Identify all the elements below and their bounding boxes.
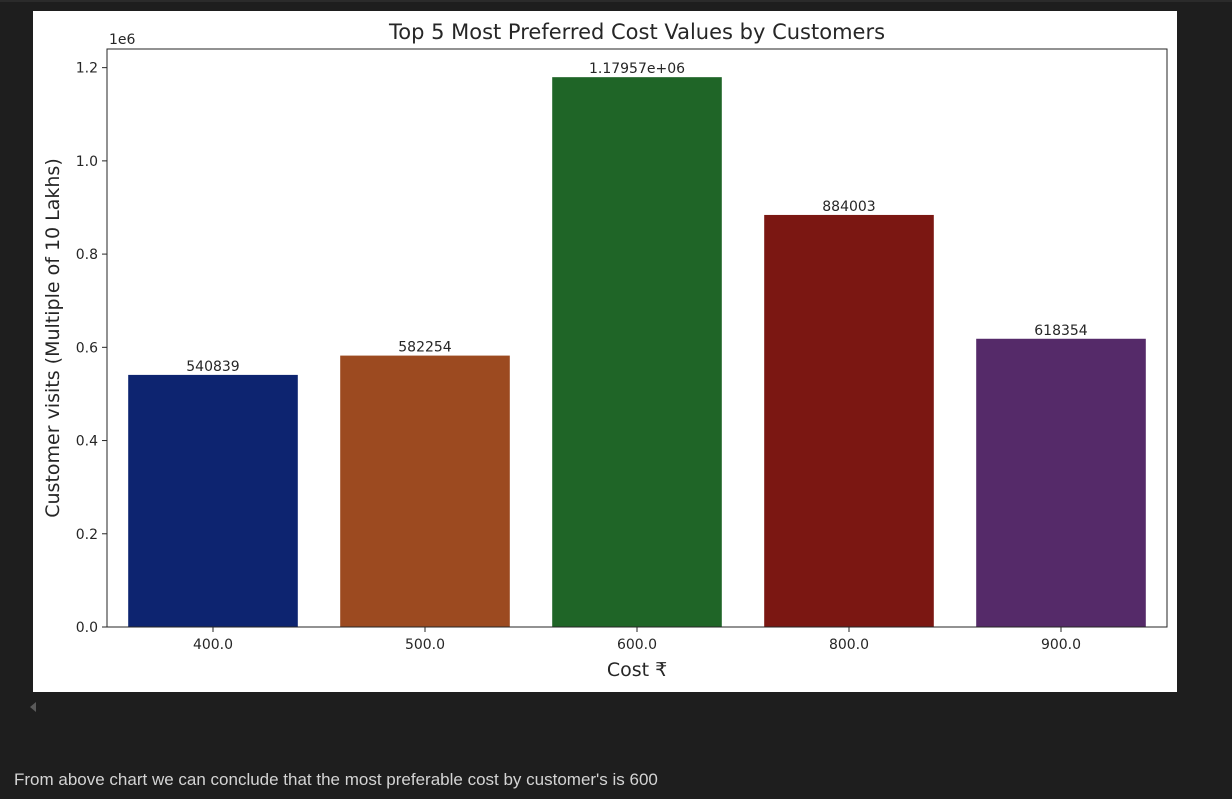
y-axis-title: Customer visits (Multiple of 10 Lakhs) bbox=[42, 158, 64, 518]
top-divider bbox=[0, 0, 1232, 2]
y-tick-label: 0.6 bbox=[76, 340, 98, 356]
data-label-500.0: 582254 bbox=[398, 340, 452, 356]
data-label-900.0: 618354 bbox=[1034, 323, 1088, 339]
y-tick-label: 0.0 bbox=[76, 620, 98, 636]
data-label-600.0: 1.17957e+06 bbox=[589, 61, 685, 77]
scroll-left-arrow-icon[interactable] bbox=[30, 702, 36, 712]
data-label-800.0: 884003 bbox=[822, 199, 875, 215]
y-axis: 0.0 0.2 0.4 0.6 0.8 1.0 1.2 bbox=[76, 61, 107, 636]
chart-title: Top 5 Most Preferred Cost Values by Cust… bbox=[388, 20, 885, 44]
bar-400.0 bbox=[128, 374, 298, 627]
bar-900.0 bbox=[976, 338, 1146, 627]
bars-layer bbox=[128, 77, 1146, 628]
bar-800.0 bbox=[764, 214, 934, 627]
chart-figure: 540839 582254 1.17957e+06 884003 618354 0.0 0… bbox=[33, 11, 1177, 692]
x-tick-label: 900.0 bbox=[1041, 637, 1081, 653]
x-tick-label: 500.0 bbox=[405, 637, 445, 653]
x-tick-label: 600.0 bbox=[617, 637, 657, 653]
data-labels-layer: 540839 582254 1.17957e+06 884003 618354 bbox=[186, 61, 1088, 375]
y-axis-offset-label: 1e6 bbox=[109, 32, 136, 48]
y-tick-label: 0.2 bbox=[76, 527, 98, 543]
conclusion-text: From above chart we can conclude that th… bbox=[14, 770, 658, 789]
y-tick-label: 1.0 bbox=[76, 154, 98, 170]
x-axis-title: Cost ₹ bbox=[607, 659, 667, 681]
bar-600.0 bbox=[552, 77, 722, 628]
bar-500.0 bbox=[340, 355, 510, 627]
y-tick-label: 0.8 bbox=[76, 247, 98, 263]
plot-frame bbox=[106, 48, 1168, 628]
y-tick-label: 1.2 bbox=[76, 61, 98, 77]
x-tick-label: 400.0 bbox=[193, 637, 233, 653]
y-tick-label: 0.4 bbox=[76, 434, 98, 450]
x-axis: 400.0 500.0 600.0 800.0 900.0 bbox=[193, 627, 1081, 653]
x-tick-label: 800.0 bbox=[829, 637, 869, 653]
data-label-400.0: 540839 bbox=[186, 359, 239, 375]
